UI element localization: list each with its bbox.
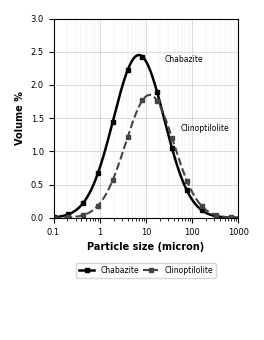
Chabazite [196,205,200,209]
Chabazite [133,55,136,59]
Clinoptilolite [52,216,55,220]
Clinoptilolite [133,114,136,118]
Clinoptilolite [71,215,74,219]
Clinoptilolite [237,216,240,220]
Chabazite [52,215,55,219]
Chabazite [200,208,203,212]
Chabazite [179,174,182,178]
Text: Clinoptilolite: Clinoptilolite [180,124,229,134]
Legend: Chabazite, Clinoptilolite: Chabazite, Clinoptilolite [76,263,216,278]
Line: Clinoptilolite: Clinoptilolite [51,93,241,220]
Clinoptilolite [179,163,182,167]
X-axis label: Particle size (micron): Particle size (micron) [87,242,205,252]
Text: Chabazite: Chabazite [164,55,203,64]
Clinoptilolite [196,200,200,204]
Y-axis label: Volume %: Volume % [15,91,25,145]
Chabazite [137,53,140,57]
Chabazite [71,210,74,215]
Clinoptilolite [148,93,151,97]
Chabazite [127,66,130,70]
Clinoptilolite [127,133,130,137]
Clinoptilolite [200,204,203,208]
Chabazite [237,216,240,220]
Line: Chabazite: Chabazite [51,53,241,220]
